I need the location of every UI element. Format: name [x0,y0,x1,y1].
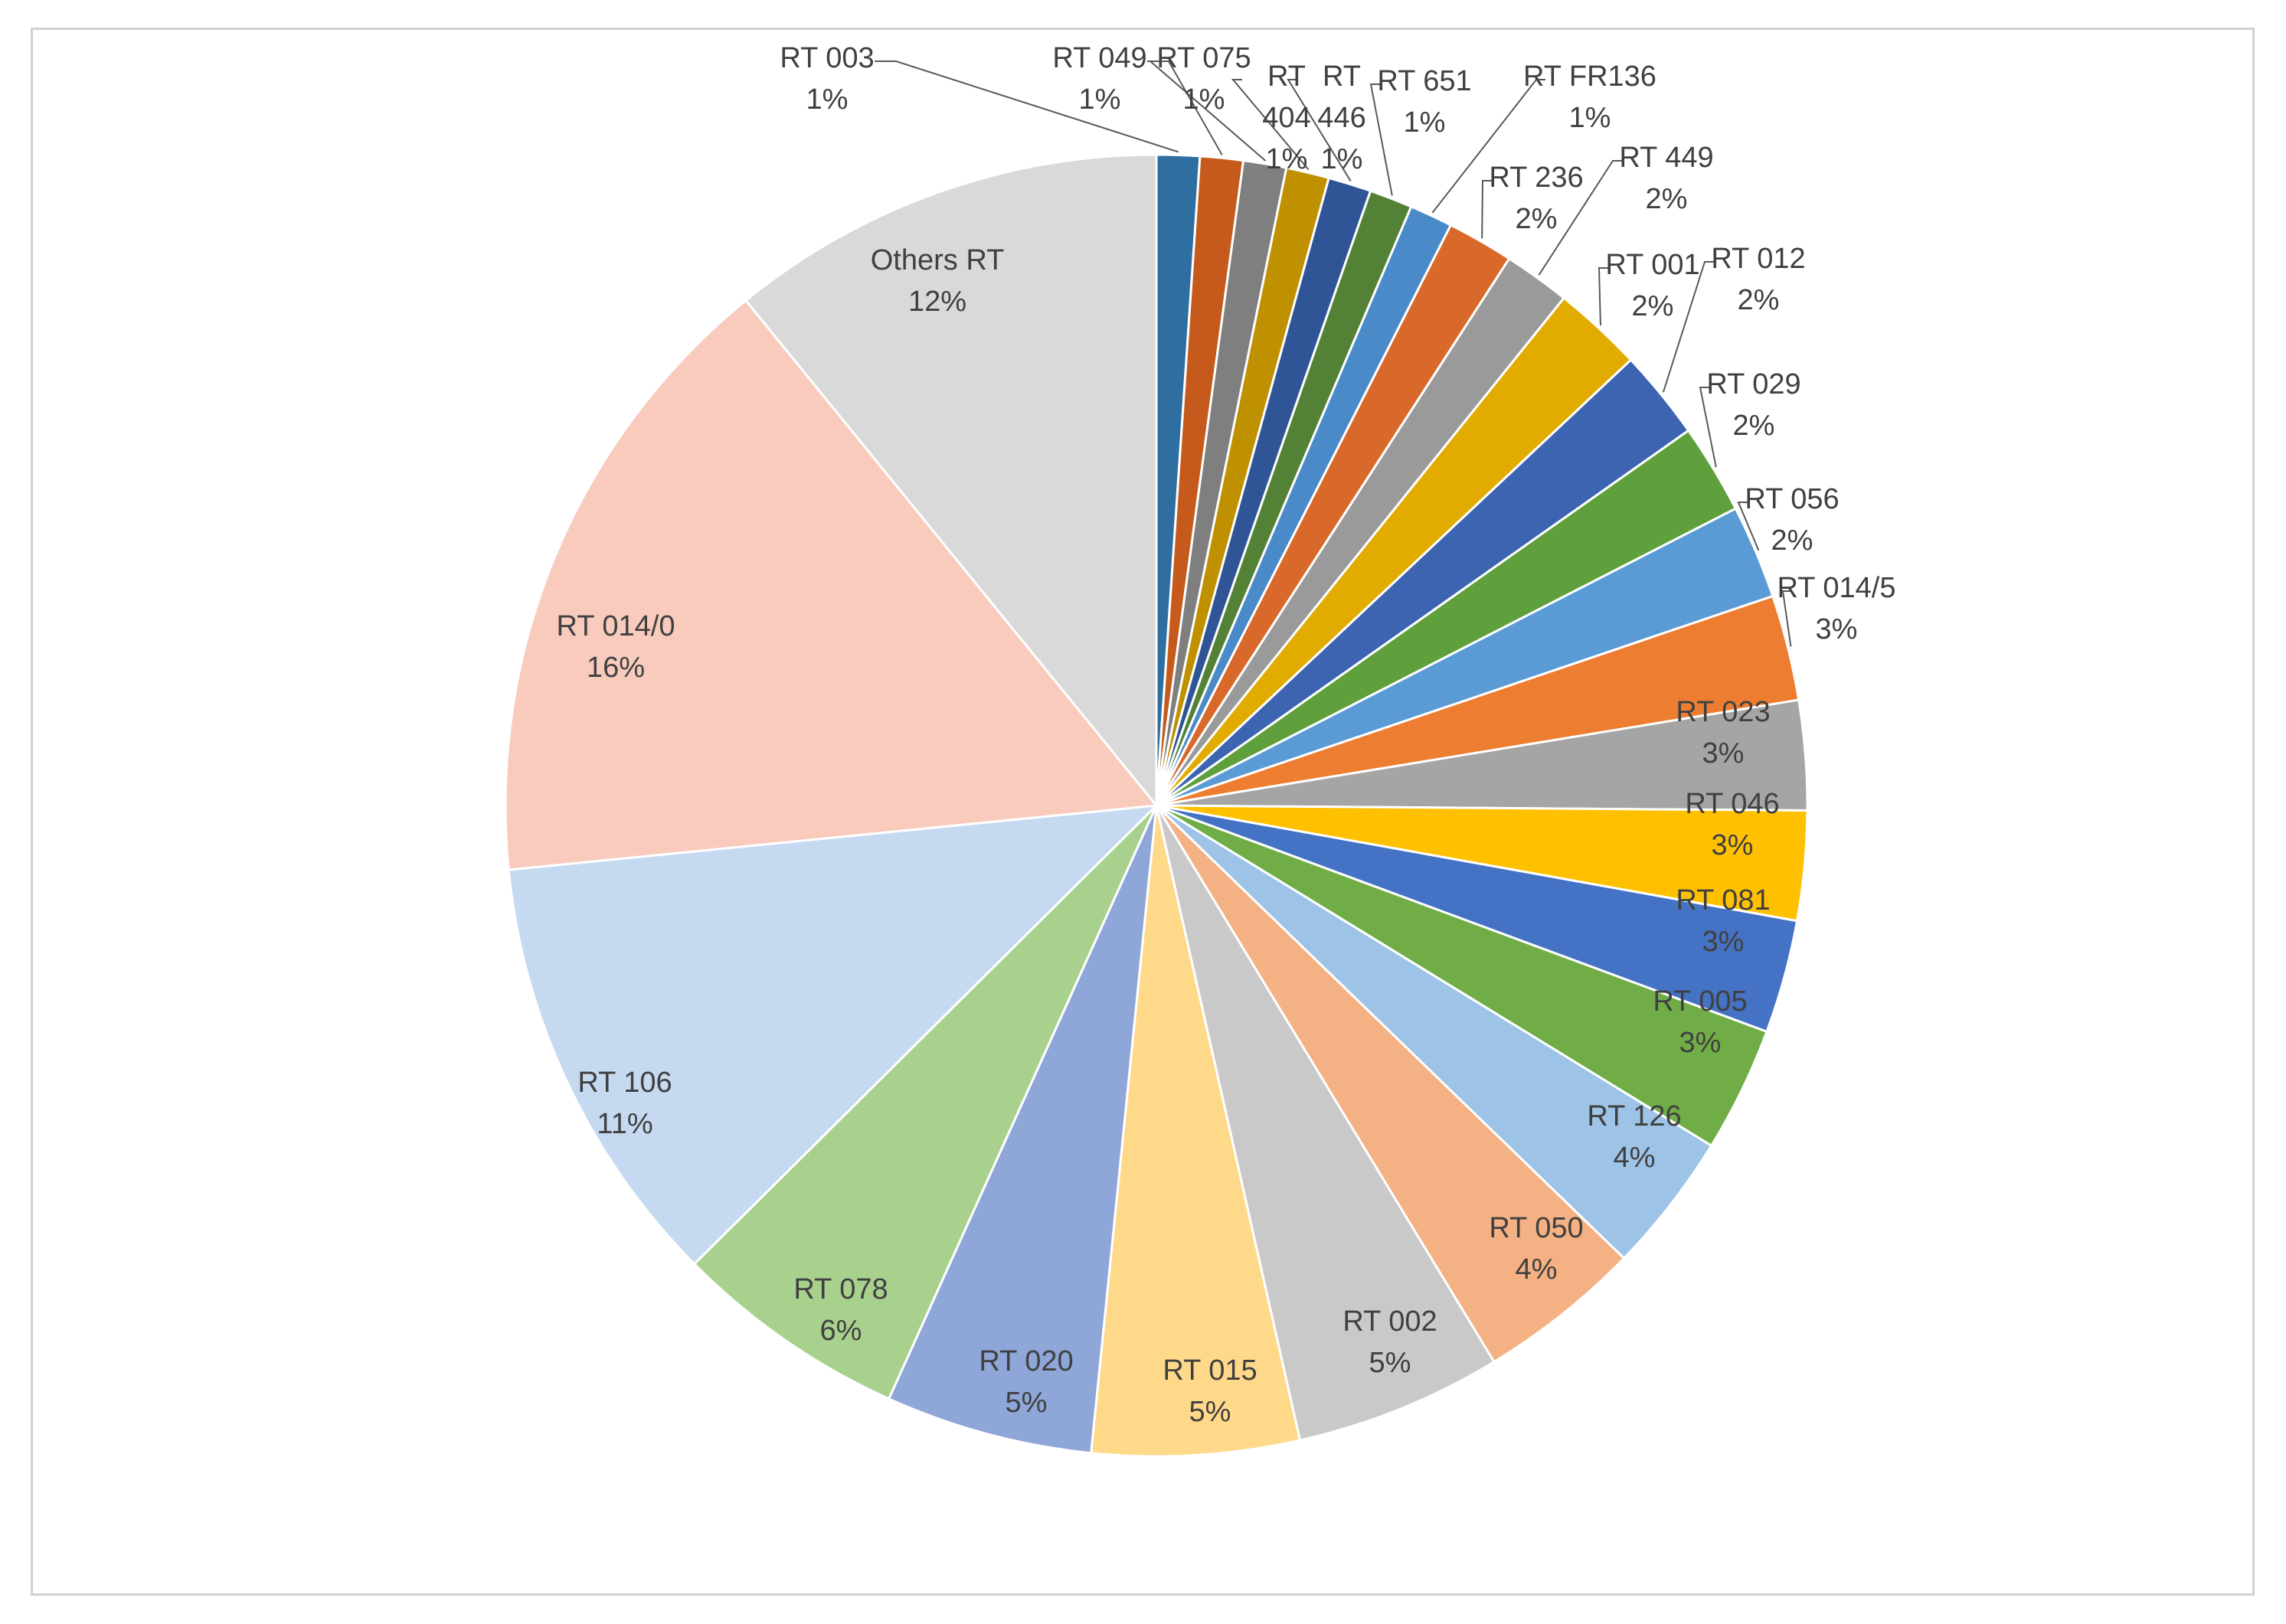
leader-line-rt-449 [1538,160,1622,276]
slice-label-rt-002: RT 002 5% [1342,1305,1437,1379]
leader-line-rt-446 [1287,79,1352,182]
slice-label-rt-106: RT 106 11% [577,1067,672,1140]
pie-slice-rt-020 [887,805,1158,1455]
leader-line-rt-075 [1148,60,1267,162]
slice-label-rt-050: RT 050 4% [1489,1212,1583,1286]
slice-label-rt-015: RT 015 5% [1163,1354,1257,1428]
leader-line-rt-651 [1369,83,1393,196]
slice-label-rt-014-5: RT 014/5 3% [1777,572,1896,645]
slice-label-rt-651: RT 651 1% [1377,65,1471,139]
slice-label-others-rt: Others RT 12% [871,244,1005,318]
slice-label-rt-001: RT 001 2% [1605,249,1699,322]
slice-label-rt-003: RT 003 1% [780,42,874,116]
pie-slice-others-rt [744,153,1158,809]
leader-line-rt-001 [1598,267,1608,326]
slice-label-rt-078: RT 078 6% [793,1273,888,1347]
slice-label-rt-404: RT 404 1% [1262,60,1310,175]
slice-label-rt-075: RT 075 1% [1156,42,1251,116]
leader-line-rt-236 [1481,180,1492,239]
pie-slice-rt-050 [1155,804,1626,1364]
slice-label-rt-012: RT 012 2% [1711,243,1805,316]
slice-label-rt-049: RT 049 1% [1052,42,1146,116]
slice-label-rt-046: RT 046 3% [1685,788,1779,861]
slice-label-rt-446: RT 446 1% [1317,60,1365,175]
slice-labels: RT 003 1%RT 049 1%RT 075 1%RT 404 1%RT 446 1%RT… [557,42,1896,1428]
slice-label-rt-023: RT 023 3% [1676,696,1770,770]
leader-line-rt-fr136 [1431,79,1545,214]
slice-label-rt-029: RT 029 2% [1706,368,1800,442]
pie-slice-rt-002 [1155,805,1496,1442]
leader-line-rt-029 [1699,387,1717,468]
leader-line-rt-014-5 [1781,590,1792,647]
leader-line-rt-404 [1231,79,1310,171]
slice-label-rt-126: RT 126 4% [1587,1100,1681,1174]
slice-label-rt-fr136: RT FR136 1% [1523,60,1656,134]
slice-label-rt-081: RT 081 3% [1676,884,1770,958]
leader-line-rt-012 [1662,261,1714,393]
slice-label-rt-449: RT 449 2% [1619,142,1713,215]
slice-label-rt-014-0: RT 014/0 16% [557,610,675,684]
slice-label-rt-056: RT 056 2% [1745,483,1839,557]
slice-label-rt-236: RT 236 2% [1489,162,1583,235]
leader-lines [875,60,1792,647]
pie-slices [504,153,1809,1458]
pie-slice-rt-078 [692,804,1158,1400]
slice-label-rt-005: RT 005 3% [1653,985,1747,1059]
leader-line-rt-056 [1737,502,1760,551]
pie-slice-rt-014-0 [504,299,1159,871]
leader-line-rt-003 [875,60,1179,153]
slice-label-rt-020: RT 020 5% [979,1345,1073,1419]
pie-slice-rt-106 [507,804,1160,1266]
pie-slice-rt-015 [1090,805,1302,1458]
